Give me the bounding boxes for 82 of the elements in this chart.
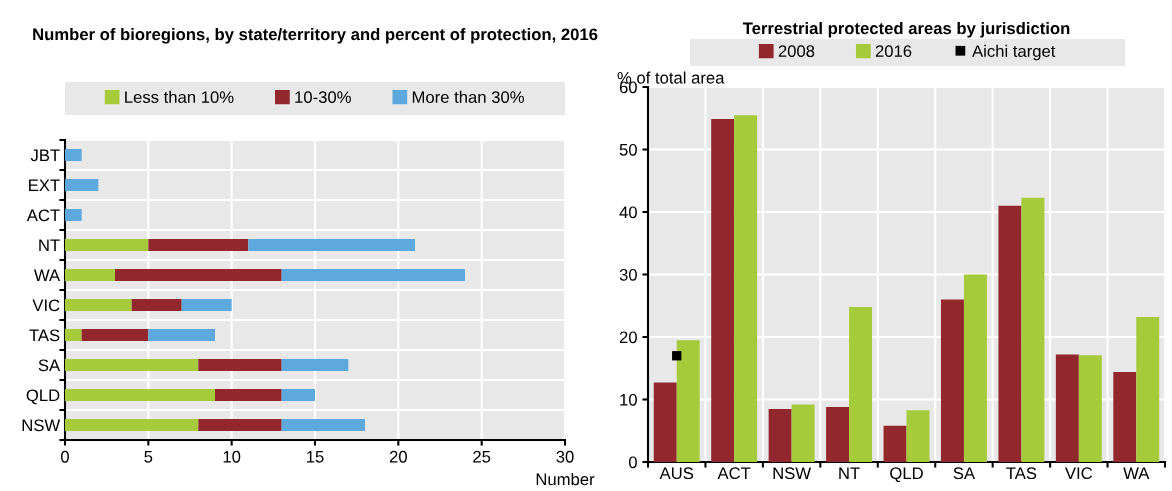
bar bbox=[1078, 355, 1102, 462]
bar bbox=[65, 329, 82, 341]
bar bbox=[963, 274, 987, 462]
x-axis-title: Number bbox=[536, 473, 595, 486]
y-tick-label: 20 bbox=[619, 331, 637, 344]
y-tick-label: 50 bbox=[619, 143, 637, 156]
bar bbox=[653, 382, 677, 462]
legend-label: Less than 10% bbox=[125, 90, 234, 104]
bar bbox=[849, 307, 873, 462]
bar bbox=[791, 404, 815, 462]
y-tick-label: 10 bbox=[620, 393, 637, 406]
bar bbox=[65, 359, 199, 371]
y-tick-label: VIC bbox=[32, 299, 60, 312]
bar bbox=[906, 410, 930, 462]
x-tick-label: 25 bbox=[473, 450, 491, 463]
x-tick-label: AUS bbox=[659, 467, 694, 480]
bar bbox=[65, 239, 149, 251]
y-tick-label: TAS bbox=[29, 329, 60, 342]
bar bbox=[1113, 372, 1137, 462]
bar bbox=[826, 407, 850, 462]
bar bbox=[883, 425, 907, 462]
bar bbox=[281, 389, 315, 401]
bar bbox=[1136, 317, 1160, 462]
bar bbox=[940, 299, 964, 462]
y-tick-label: JBT bbox=[30, 149, 60, 162]
bar bbox=[148, 239, 249, 251]
bar bbox=[198, 419, 282, 431]
bar bbox=[81, 329, 149, 341]
x-tick-label: NSW bbox=[773, 467, 811, 480]
y-tick-label: ACT bbox=[26, 209, 60, 222]
y-tick-label: WA bbox=[33, 269, 61, 282]
bar bbox=[131, 299, 182, 311]
bar bbox=[281, 269, 465, 281]
x-tick-label: 20 bbox=[389, 450, 407, 463]
bar bbox=[65, 419, 199, 431]
y-tick-label: 30 bbox=[619, 268, 637, 281]
chart-title: Number of bioregions, by state/territory and percent of protection, 2016 bbox=[33, 28, 598, 44]
bar bbox=[734, 115, 758, 462]
bar bbox=[148, 329, 215, 341]
bar bbox=[281, 419, 365, 431]
x-tick-label: 30 bbox=[556, 450, 574, 463]
x-tick-label: 0 bbox=[61, 450, 69, 463]
x-tick-label: WA bbox=[1123, 467, 1150, 479]
legend-label: 2016 bbox=[875, 45, 912, 58]
y-tick-label: NSW bbox=[22, 419, 61, 432]
x-tick-label: SA bbox=[953, 467, 976, 480]
x-tick-label: 15 bbox=[307, 451, 324, 463]
bar bbox=[115, 269, 282, 281]
bar bbox=[248, 239, 415, 251]
x-tick-label: VIC bbox=[1065, 467, 1093, 480]
bar bbox=[181, 299, 232, 311]
bar bbox=[65, 389, 215, 401]
y-tick-label: SA bbox=[38, 359, 61, 372]
x-tick-label: QLD bbox=[890, 467, 923, 483]
legend-label: 10-30% bbox=[295, 91, 351, 104]
y-tick-label: QLD bbox=[26, 389, 60, 405]
bar bbox=[65, 149, 82, 161]
bar bbox=[676, 340, 700, 462]
bar bbox=[65, 179, 99, 191]
bar bbox=[198, 359, 282, 371]
x-tick-label: ACT bbox=[717, 467, 751, 480]
bar bbox=[1055, 354, 1079, 462]
x-tick-label: NT bbox=[839, 467, 860, 479]
legend-label: 2008 bbox=[778, 45, 815, 58]
chart-title: Terrestrial protected areas by jurisdiction bbox=[742, 22, 1070, 38]
bar bbox=[215, 389, 282, 401]
legend-label: Aichi target bbox=[972, 44, 1056, 61]
bar bbox=[711, 118, 735, 462]
y-tick-label: 40 bbox=[619, 206, 637, 219]
bar bbox=[998, 205, 1022, 462]
x-tick-label: TAS bbox=[1006, 467, 1037, 480]
x-tick-label: 10 bbox=[223, 450, 241, 463]
bar bbox=[1021, 197, 1045, 462]
bar bbox=[65, 209, 82, 221]
y-tick-label: NT bbox=[39, 239, 60, 252]
bar bbox=[281, 359, 349, 371]
x-tick-label: 5 bbox=[144, 451, 153, 463]
bar bbox=[65, 269, 115, 281]
bar bbox=[65, 299, 132, 311]
y-tick-label: EXT bbox=[29, 179, 60, 192]
legend-label: More than 30% bbox=[412, 90, 524, 104]
bar bbox=[768, 408, 792, 462]
